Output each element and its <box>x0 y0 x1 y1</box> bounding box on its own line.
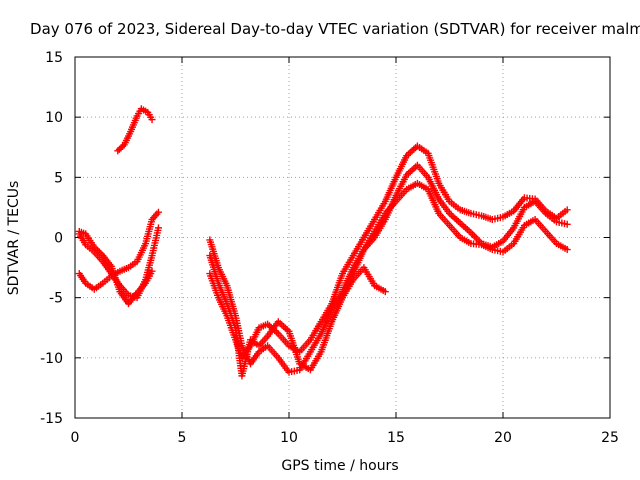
y-axis-label: SDTVAR / TECUs <box>6 181 22 296</box>
x-tick-label: 10 <box>280 430 298 446</box>
chart-title: Day 076 of 2023, Sidereal Day-to-day VTE… <box>30 20 640 38</box>
x-tick-label: 25 <box>601 430 619 446</box>
series-arc-7 <box>206 179 571 380</box>
data-point <box>154 208 162 216</box>
y-tick-label: -10 <box>40 351 63 367</box>
data-point <box>563 206 571 214</box>
y-tick-label: 10 <box>45 110 63 126</box>
data-point <box>381 288 389 296</box>
data-point <box>94 246 102 254</box>
data-point <box>563 220 571 228</box>
plot-frame <box>74 56 611 419</box>
x-tick-label: 20 <box>494 430 512 446</box>
x-tick-label: 5 <box>178 430 187 446</box>
series-arc-6 <box>206 142 571 362</box>
x-tick-label: 0 <box>71 430 80 446</box>
data-point <box>563 246 571 254</box>
series-arc-3 <box>75 227 156 308</box>
x-tick-label: 15 <box>387 430 405 446</box>
data-point <box>119 142 127 150</box>
data-point <box>148 267 156 275</box>
series-arc-8 <box>339 264 389 302</box>
series-arc-4 <box>114 105 156 155</box>
x-axis-label: GPS time / hours <box>281 458 398 474</box>
y-tick-label: 5 <box>54 170 63 186</box>
data-point <box>95 248 103 256</box>
y-tick-label: 0 <box>54 231 63 247</box>
data-point <box>154 224 162 232</box>
y-tick-label: -15 <box>40 411 63 427</box>
y-tick-label: -5 <box>49 291 63 307</box>
data-points <box>75 105 571 380</box>
y-tick-label: 15 <box>45 50 63 66</box>
data-point <box>148 116 156 124</box>
axis-ticks: 0 5 10 15 20 25 -15 -10 -5 0 5 10 15 <box>40 50 619 446</box>
